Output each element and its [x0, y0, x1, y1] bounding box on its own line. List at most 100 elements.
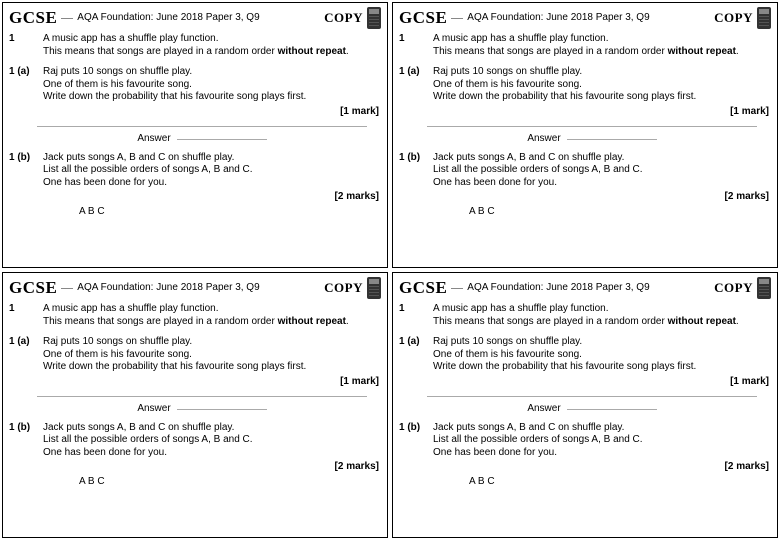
question-1: 1 A music app has a shuffle play functio… [399, 303, 771, 328]
answer-row: Answer [427, 403, 757, 416]
copy-badge: COPY [714, 10, 753, 26]
q1a-marks: [1 mark] [9, 106, 381, 119]
calculator-icon [757, 277, 771, 299]
q1b-l3: One has been done for you. [433, 447, 771, 460]
q-body: Raj puts 10 songs on shuffle play. One o… [433, 336, 771, 374]
q1b-marks: [2 marks] [9, 191, 381, 204]
answer-label: Answer [527, 403, 560, 416]
calculator-icon [757, 7, 771, 29]
write-line [427, 126, 757, 127]
question-1b: 1 (b) Jack puts songs A, B and C on shuf… [9, 152, 381, 190]
write-line [427, 396, 757, 397]
question-1b: 1 (b) Jack puts songs A, B and C on shuf… [399, 152, 771, 190]
gcse-badge: GCSE [399, 277, 447, 298]
q-body: A music app has a shuffle play function.… [43, 33, 381, 58]
q-number: 1 (a) [399, 336, 427, 374]
q1b-l3: One has been done for you. [43, 177, 381, 190]
q1-intro-line1: A music app has a shuffle play function. [43, 33, 381, 46]
card-header: GCSE AQA Foundation: June 2018 Paper 3, … [399, 277, 771, 299]
q-body: A music app has a shuffle play function.… [433, 303, 771, 328]
question-1: 1 A music app has a shuffle play functio… [9, 303, 381, 328]
q-body: A music app has a shuffle play function.… [43, 303, 381, 328]
q1b-given: A B C [79, 476, 381, 489]
q-number: 1 (a) [9, 66, 37, 104]
q1b-marks: [2 marks] [399, 461, 771, 474]
q-body: Raj puts 10 songs on shuffle play. One o… [43, 336, 381, 374]
write-line [37, 396, 367, 397]
q-number: 1 (a) [9, 336, 37, 374]
q1-intro-line1: A music app has a shuffle play function. [433, 33, 771, 46]
q1b-l2: List all the possible orders of songs A,… [43, 164, 381, 177]
q1a-l3: Write down the probability that his favo… [43, 361, 381, 374]
question-1b: 1 (b) Jack puts songs A, B and C on shuf… [399, 422, 771, 460]
q1b-l3: One has been done for you. [43, 447, 381, 460]
worksheet-card: GCSE AQA Foundation: June 2018 Paper 3, … [392, 2, 778, 268]
q1-intro-line1: A music app has a shuffle play function. [43, 303, 381, 316]
q1-intro-line1: A music app has a shuffle play function. [433, 303, 771, 316]
answer-label: Answer [137, 403, 170, 416]
q-number: 1 (b) [9, 422, 37, 460]
question-1a: 1 (a) Raj puts 10 songs on shuffle play.… [9, 336, 381, 374]
q1a-l1: Raj puts 10 songs on shuffle play. [433, 66, 771, 79]
worksheet-card: GCSE AQA Foundation: June 2018 Paper 3, … [392, 272, 778, 538]
q1a-marks: [1 mark] [9, 376, 381, 389]
q-number: 1 (b) [399, 422, 427, 460]
header-dash [61, 18, 73, 19]
q1-intro-line2: This means that songs are played in a ra… [43, 316, 381, 329]
worksheet-card: GCSE AQA Foundation: June 2018 Paper 3, … [2, 272, 388, 538]
q-number: 1 [399, 303, 427, 328]
q-body: Jack puts songs A, B and C on shuffle pl… [433, 422, 771, 460]
q1b-given: A B C [469, 206, 771, 219]
answer-line [567, 139, 657, 140]
q1a-l2: One of them is his favourite song. [433, 349, 771, 362]
question-1: 1 A music app has a shuffle play functio… [9, 33, 381, 58]
paper-reference: AQA Foundation: June 2018 Paper 3, Q9 [467, 282, 710, 295]
q-body: Jack puts songs A, B and C on shuffle pl… [43, 422, 381, 460]
q1b-l2: List all the possible orders of songs A,… [433, 164, 771, 177]
q1b-l1: Jack puts songs A, B and C on shuffle pl… [433, 422, 771, 435]
answer-line [177, 139, 267, 140]
q-number: 1 (b) [399, 152, 427, 190]
q-number: 1 [9, 303, 37, 328]
answer-line [567, 409, 657, 410]
q-body: Jack puts songs A, B and C on shuffle pl… [43, 152, 381, 190]
q1b-given: A B C [79, 206, 381, 219]
q-body: A music app has a shuffle play function.… [433, 33, 771, 58]
q1b-given: A B C [469, 476, 771, 489]
q1a-l2: One of them is his favourite song. [43, 349, 381, 362]
q1a-l3: Write down the probability that his favo… [433, 91, 771, 104]
q1b-l1: Jack puts songs A, B and C on shuffle pl… [43, 152, 381, 165]
card-header: GCSE AQA Foundation: June 2018 Paper 3, … [9, 7, 381, 29]
q-number: 1 [9, 33, 37, 58]
answer-label: Answer [527, 133, 560, 146]
gcse-badge: GCSE [9, 7, 57, 28]
question-1a: 1 (a) Raj puts 10 songs on shuffle play.… [9, 66, 381, 104]
q1b-marks: [2 marks] [399, 191, 771, 204]
answer-label: Answer [137, 133, 170, 146]
paper-reference: AQA Foundation: June 2018 Paper 3, Q9 [467, 12, 710, 25]
q1a-marks: [1 mark] [399, 106, 771, 119]
q1a-l1: Raj puts 10 songs on shuffle play. [433, 336, 771, 349]
calculator-icon [367, 277, 381, 299]
q1b-l1: Jack puts songs A, B and C on shuffle pl… [43, 422, 381, 435]
q1a-l3: Write down the probability that his favo… [43, 91, 381, 104]
q1b-l2: List all the possible orders of songs A,… [433, 434, 771, 447]
write-line [37, 126, 367, 127]
gcse-badge: GCSE [9, 277, 57, 298]
question-1a: 1 (a) Raj puts 10 songs on shuffle play.… [399, 336, 771, 374]
q1a-marks: [1 mark] [399, 376, 771, 389]
q-number: 1 (a) [399, 66, 427, 104]
q-body: Jack puts songs A, B and C on shuffle pl… [433, 152, 771, 190]
q1a-l3: Write down the probability that his favo… [433, 361, 771, 374]
question-1: 1 A music app has a shuffle play functio… [399, 33, 771, 58]
q-body: Raj puts 10 songs on shuffle play. One o… [43, 66, 381, 104]
q1a-l1: Raj puts 10 songs on shuffle play. [43, 66, 381, 79]
q1-intro-line2: This means that songs are played in a ra… [433, 316, 771, 329]
q1b-marks: [2 marks] [9, 461, 381, 474]
question-1a: 1 (a) Raj puts 10 songs on shuffle play.… [399, 66, 771, 104]
copy-badge: COPY [324, 10, 363, 26]
q1a-l2: One of them is his favourite song. [43, 79, 381, 92]
header-dash [451, 288, 463, 289]
q-number: 1 (b) [9, 152, 37, 190]
q1b-l2: List all the possible orders of songs A,… [43, 434, 381, 447]
